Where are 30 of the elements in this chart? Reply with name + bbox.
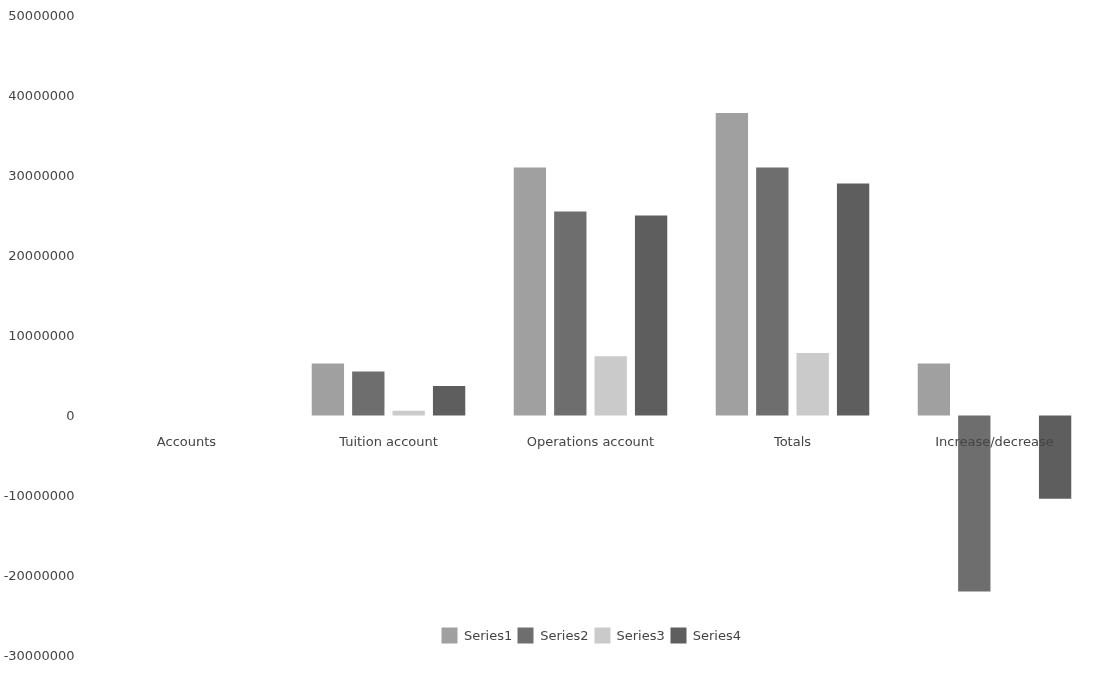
x-tick-label: Accounts (156, 433, 217, 449)
bar (796, 353, 829, 416)
bar (392, 410, 425, 416)
bar (836, 183, 870, 416)
legend-label: Series2 (540, 627, 589, 643)
bar (432, 385, 466, 416)
legend-label: Series1 (464, 627, 513, 643)
y-tick-label: -10000000 (3, 488, 75, 503)
y-tick-label: -20000000 (3, 568, 75, 583)
bar (715, 113, 749, 416)
y-tick-label: 0 (66, 408, 75, 423)
legend-label: Series3 (616, 627, 665, 643)
x-tick-label: Tuition account (338, 433, 438, 449)
bar (594, 356, 627, 416)
legend-label: Series4 (692, 627, 741, 643)
bar (634, 215, 668, 416)
bar (756, 167, 789, 416)
bar (513, 167, 547, 416)
bar (311, 363, 345, 416)
y-tick-label: 50000000 (8, 8, 75, 23)
y-tick-label: -30000000 (3, 648, 75, 663)
x-tick-label: Totals (772, 433, 812, 449)
y-tick-label: 30000000 (8, 168, 75, 183)
bar (352, 371, 385, 416)
y-tick-label: 40000000 (8, 88, 75, 103)
x-tick-label: Operations account (526, 433, 655, 449)
bar (554, 211, 587, 416)
y-tick-label: 10000000 (8, 328, 75, 343)
bar (917, 363, 951, 416)
y-tick-label: 20000000 (8, 248, 75, 263)
